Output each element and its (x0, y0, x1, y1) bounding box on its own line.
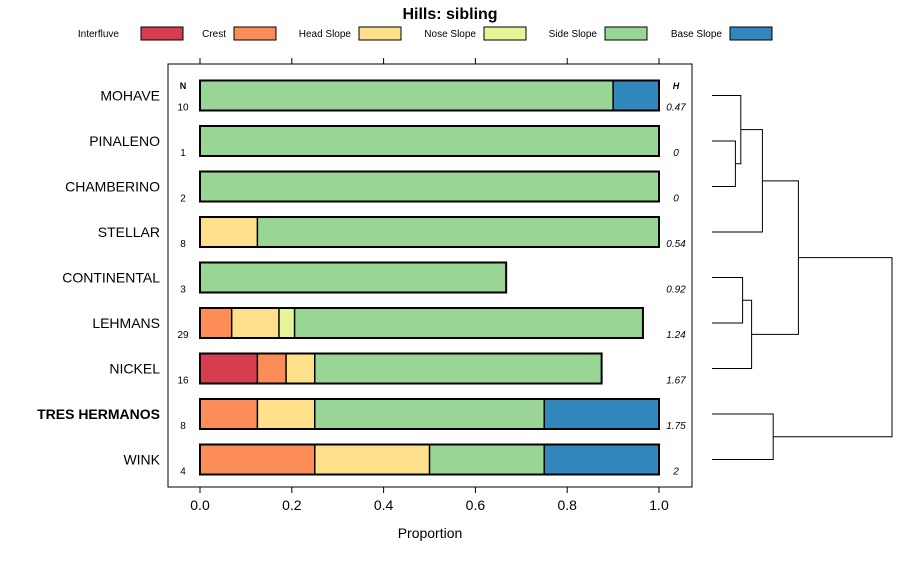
bar-outline-wink (199, 443, 660, 476)
bar-segment-stellar-side-slope (257, 217, 659, 247)
legend-swatch-base-slope (729, 26, 773, 41)
bar-outline-tres-hermanos (199, 398, 660, 430)
dendrogram-branch (712, 299, 753, 369)
dendrogram-branch (712, 95, 742, 165)
n-value-mohave: 10 (177, 103, 189, 114)
h-value-continental: 0.92 (666, 285, 686, 296)
dendrogram-branch (773, 257, 893, 438)
legend-label-side-slope: Side Slope (549, 29, 598, 40)
bar-segment-pinaleno-side-slope (200, 126, 659, 156)
legend-label-crest: Crest (202, 29, 226, 40)
legend-swatch-crest (233, 26, 277, 41)
x-tick-label: 0.6 (466, 497, 486, 513)
n-value-lehmans: 29 (177, 330, 189, 341)
bar-outline-pinaleno (199, 125, 660, 157)
x-tick-label: 1.0 (649, 497, 669, 513)
category-label-stellar: STELLAR (98, 224, 160, 240)
legend-label-interfluve: Interfluve (78, 29, 120, 40)
legend-swatch-nose-slope (483, 26, 527, 41)
dendrogram-branch (712, 129, 763, 233)
h-value-chamberino: 0 (673, 194, 679, 205)
plot-frame (167, 63, 693, 488)
category-label-lehmans: LEHMANS (92, 315, 160, 331)
dendrogram-branch (712, 413, 774, 460)
dendrogram (712, 95, 893, 460)
category-label-continental: CONTINENTAL (62, 270, 160, 286)
x-tick-label: 0.0 (190, 497, 210, 513)
bar-segment-stellar-head-slope (200, 217, 258, 247)
h-value-mohave: 0.47 (666, 103, 686, 114)
n-value-chamberino: 2 (180, 194, 186, 205)
dendrogram-branch (751, 180, 799, 335)
bar-segment-nickel-head-slope (286, 353, 315, 384)
bar-segment-tres-hermanos-crest (200, 399, 258, 429)
n-value-nickel: 16 (177, 376, 189, 387)
legend-swatch-interfluve (140, 26, 184, 41)
n-header: N (180, 81, 187, 91)
legend-swatch-side-slope (604, 26, 648, 41)
x-tick-label: 0.2 (282, 497, 302, 513)
dendrogram-branch (712, 140, 736, 187)
bar-segment-continental-side-slope (200, 262, 507, 293)
bar-segment-tres-hermanos-side-slope (314, 399, 545, 429)
legend-label-base-slope: Base Slope (671, 29, 723, 40)
bar-outline-stellar (199, 216, 660, 248)
legend-label-head-slope: Head Slope (299, 29, 352, 40)
category-label-chamberino: CHAMBERINO (65, 179, 160, 195)
bar-segment-nickel-interfluve (200, 353, 258, 384)
h-value-stellar: 0.54 (666, 239, 686, 250)
x-axis-label: Proportion (398, 525, 463, 541)
bars (199, 79, 660, 476)
bar-segment-nickel-side-slope (314, 353, 602, 384)
h-value-nickel: 1.67 (666, 376, 686, 387)
bar-segment-lehmans-nose-slope (278, 308, 295, 338)
bar-outline-nickel (199, 352, 603, 385)
category-label-mohave: MOHAVE (100, 88, 160, 104)
bar-segment-mohave-base-slope (613, 80, 659, 111)
h-value-tres-hermanos: 1.75 (666, 421, 686, 432)
bar-outline-mohave (199, 79, 660, 112)
chart-title: Hills: sibling (402, 6, 497, 23)
h-value-wink: 2 (672, 467, 679, 478)
category-label-tres-hermanos: TRES HERMANOS (37, 406, 160, 422)
n-value-tres-hermanos: 8 (180, 421, 186, 432)
bar-outline-lehmans (199, 307, 644, 339)
bar-segment-lehmans-head-slope (231, 308, 279, 338)
h-value-pinaleno: 0 (673, 148, 679, 159)
bar-segment-wink-side-slope (429, 444, 545, 475)
bar-segment-lehmans-side-slope (294, 308, 643, 338)
bar-segment-wink-head-slope (314, 444, 430, 475)
bar-segment-tres-hermanos-base-slope (544, 399, 659, 429)
n-value-wink: 4 (180, 467, 186, 478)
bar-segment-tres-hermanos-head-slope (257, 399, 315, 429)
x-axis: 0.0 0.2 0.4 0.6 0.8 1.0 (190, 58, 669, 513)
h-header: H (673, 81, 680, 91)
n-value-continental: 3 (180, 285, 186, 296)
bar-segment-mohave-side-slope (200, 80, 614, 111)
bar-segment-nickel-crest (257, 353, 287, 384)
dendrogram-branch (712, 277, 744, 324)
bar-outline-continental (199, 261, 508, 294)
bar-outline-chamberino (199, 170, 660, 203)
bar-segment-chamberino-side-slope (200, 171, 659, 202)
x-tick-label: 0.8 (557, 497, 577, 513)
bar-segment-wink-crest (200, 444, 315, 475)
bar-segment-lehmans-crest (200, 308, 232, 338)
legend: Interfluve Crest Head Slope Nose Slope Side … (78, 26, 773, 41)
legend-swatch-head-slope (358, 26, 402, 41)
n-value-pinaleno: 1 (180, 148, 186, 159)
category-label-pinaleno: PINALENO (89, 133, 160, 149)
legend-label-nose-slope: Nose Slope (424, 29, 476, 40)
h-value-lehmans: 1.24 (666, 330, 686, 341)
n-value-stellar: 8 (180, 239, 186, 250)
x-tick-label: 0.4 (374, 497, 394, 513)
category-label-nickel: NICKEL (109, 361, 160, 377)
category-label-wink: WINK (123, 452, 160, 468)
bar-segment-wink-base-slope (544, 444, 659, 475)
